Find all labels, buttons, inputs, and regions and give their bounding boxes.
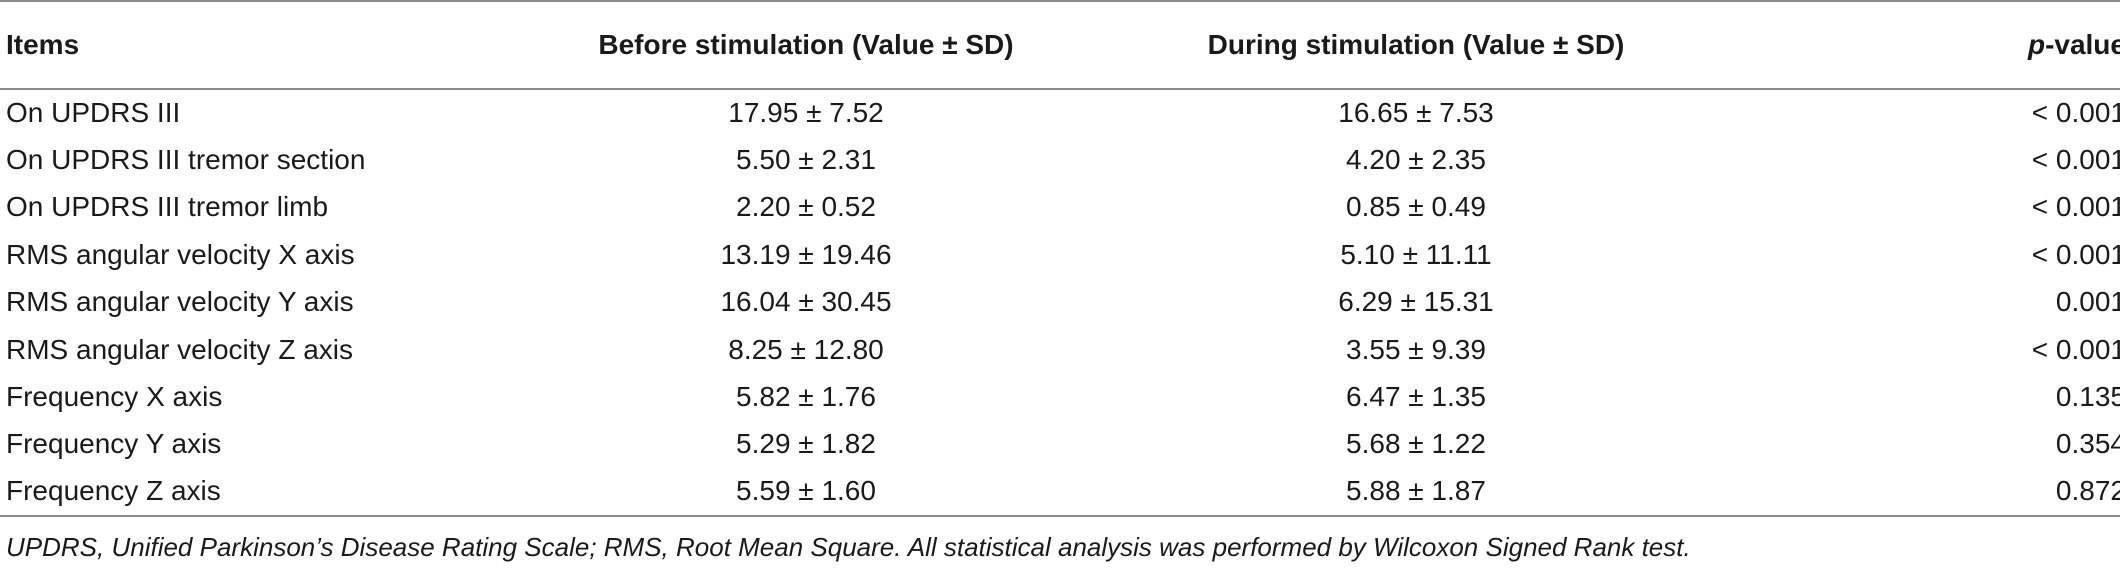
- cell-item: Frequency X axis: [6, 381, 223, 413]
- table-row: On UPDRS III tremor limb 2.20 ± 0.52 0.8…: [0, 184, 2120, 231]
- cell-during: 3.55 ± 9.39: [1346, 333, 1486, 365]
- table-row: Frequency Y axis 5.29 ± 1.82 5.68 ± 1.22…: [0, 421, 2120, 468]
- header-row: Items Before stimulation (Value ± SD) Du…: [0, 0, 2120, 90]
- cell-p-value: 0.135: [2055, 381, 2120, 413]
- cell-during: 6.29 ± 15.31: [1338, 286, 1494, 318]
- table-row: RMS angular velocity Z axis 8.25 ± 12.80…: [0, 326, 2120, 373]
- cell-before: 2.20 ± 0.52: [736, 191, 876, 223]
- cell-item: On UPDRS III tremor limb: [6, 191, 329, 223]
- table-row: Frequency Z axis 5.59 ± 1.60 5.88 ± 1.87…: [0, 468, 2120, 517]
- cell-item: Frequency Z axis: [0, 468, 546, 517]
- table-row: On UPDRS III 17.95 ± 7.52 16.65 ± 7.53 <…: [0, 89, 2120, 136]
- cell-during: 6.47 ± 1.35: [1346, 381, 1486, 413]
- cell-item: On UPDRS III: [6, 97, 181, 129]
- cell-p-value: < 0.001: [2031, 333, 2120, 365]
- cell-during: 16.65 ± 7.53: [1338, 97, 1494, 129]
- cell-p-value: 0.354: [2055, 428, 2120, 460]
- cell-before: 5.50 ± 2.31: [736, 144, 876, 176]
- cell-during: 5.68 ± 1.22: [1346, 428, 1486, 460]
- header-p-value: p-value: [1766, 0, 2120, 90]
- cell-during: 5.10 ± 11.11: [1340, 238, 1492, 270]
- cell-during: 5.88 ± 1.87: [1066, 468, 1766, 517]
- cell-p-value: < 0.001: [2031, 144, 2120, 176]
- table-row: On UPDRS III tremor section 5.50 ± 2.31 …: [0, 136, 2120, 183]
- table-row: RMS angular velocity Y axis 16.04 ± 30.4…: [0, 279, 2120, 326]
- table-footnote: UPDRS, Unified Parkinson’s Disease Ratin…: [6, 532, 1691, 562]
- table-header: Items Before stimulation (Value ± SD) Du…: [0, 0, 2120, 90]
- cell-before: 16.04 ± 30.45: [720, 286, 892, 318]
- cell-p-value: 0.872: [1766, 468, 2120, 517]
- cell-item: RMS angular velocity Y axis: [6, 286, 354, 318]
- table-row: RMS angular velocity X axis 13.19 ± 19.4…: [0, 231, 2120, 278]
- table-body: On UPDRS III 17.95 ± 7.52 16.65 ± 7.53 <…: [0, 89, 2120, 517]
- cell-before: 5.82 ± 1.76: [736, 381, 876, 413]
- header-p-suffix: -value: [2045, 29, 2120, 60]
- cell-item: RMS angular velocity Z axis: [6, 333, 354, 365]
- cell-p-value: 0.001: [2055, 286, 2120, 318]
- cell-before: 13.19 ± 19.46: [720, 238, 892, 270]
- cell-during: 4.20 ± 2.35: [1346, 144, 1486, 176]
- table-row: Frequency X axis 5.82 ± 1.76 6.47 ± 1.35…: [0, 373, 2120, 420]
- results-table: Items Before stimulation (Value ± SD) Du…: [0, 0, 2120, 517]
- cell-before: 8.25 ± 12.80: [728, 333, 884, 365]
- cell-p-value: < 0.001: [2031, 191, 2120, 223]
- cell-item: Frequency Y axis: [6, 428, 222, 460]
- header-before-stimulation: Before stimulation (Value ± SD): [546, 0, 1066, 90]
- cell-p-value: < 0.001: [2031, 97, 2120, 129]
- header-items: Items: [0, 0, 546, 90]
- cell-item: On UPDRS III tremor section: [6, 144, 366, 176]
- cell-p-value: < 0.001: [2031, 238, 2120, 270]
- header-during-stimulation: During stimulation (Value ± SD): [1066, 0, 1766, 90]
- header-p-letter: p: [2027, 29, 2046, 60]
- cell-item: RMS angular velocity X axis: [6, 238, 355, 270]
- cell-during: 0.85 ± 0.49: [1346, 191, 1486, 223]
- cell-before: 17.95 ± 7.52: [728, 97, 884, 129]
- cell-before: 5.59 ± 1.60: [546, 468, 1066, 517]
- cell-before: 5.29 ± 1.82: [736, 428, 876, 460]
